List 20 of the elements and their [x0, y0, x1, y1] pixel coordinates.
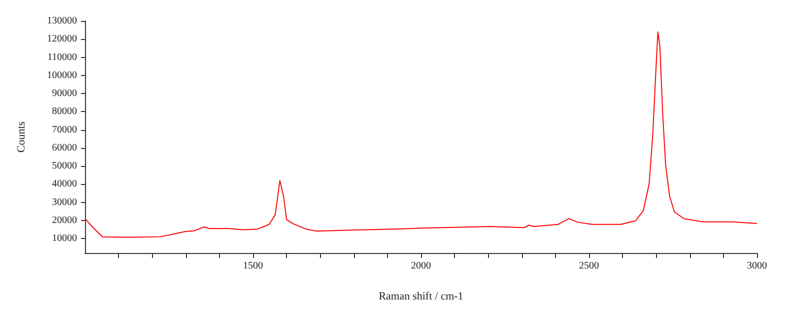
y-tick-label: 110000: [47, 52, 77, 63]
y-tick-label: 80000: [52, 106, 77, 118]
y-tick-label: 90000: [52, 88, 77, 99]
y-tick-label: 30000: [52, 196, 77, 208]
y-tick-label: 40000: [52, 178, 77, 190]
y-tick-label: 60000: [52, 142, 77, 154]
y-tick-label: 70000: [52, 124, 77, 136]
x-axis-title: Raman shift / cm-1: [378, 290, 464, 302]
x-tick-label: 2500: [579, 260, 599, 272]
y-tick-label: 100000: [47, 70, 77, 81]
line-series: [84, 31, 758, 238]
y-tick-label: 50000: [52, 160, 77, 172]
y-tick-label: 130000: [47, 16, 77, 26]
y-tick-label: 10000: [52, 233, 77, 244]
x-tick-label: 3000: [747, 260, 767, 272]
x-tick-label: 1500: [243, 260, 263, 272]
y-axis-title: Counts: [16, 121, 28, 153]
y-tick-label: 20000: [52, 214, 77, 226]
x-tick-label: 2000: [411, 260, 431, 272]
y-tick-label: 120000: [47, 34, 77, 45]
